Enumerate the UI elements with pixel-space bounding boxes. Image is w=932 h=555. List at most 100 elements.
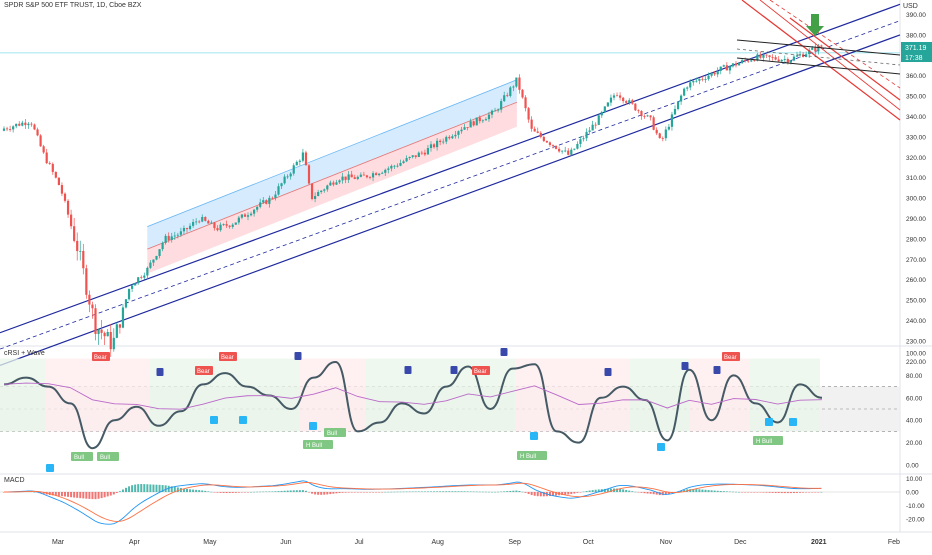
macd-histogram-bar: [576, 492, 579, 493]
macd-histogram-bar: [216, 492, 219, 493]
macd-histogram-bar: [606, 488, 609, 492]
time-tick-label: Mar: [52, 539, 65, 546]
macd-y-axis[interactable]: 10.00 0.00 -10.00 -20.00: [906, 476, 925, 524]
candle-up: [405, 158, 408, 162]
macd-histogram-bar: [789, 492, 792, 494]
macd-histogram-bar: [314, 492, 317, 495]
macd-histogram-bar: [817, 492, 820, 493]
time-tick-label: Feb: [888, 539, 900, 546]
macd-histogram-bar: [573, 492, 576, 494]
macd-histogram-bar: [344, 492, 347, 493]
bear-badge: [195, 366, 213, 375]
candle-up: [731, 63, 735, 67]
macd-histogram-bar: [628, 490, 631, 492]
candle-up: [490, 110, 494, 115]
time-tick-label: Aug: [432, 539, 445, 546]
macd-histogram-bar: [70, 492, 73, 498]
wave-y-axis[interactable]: 100.00 80.00 60.00 40.00 20.00 0.00: [906, 351, 926, 470]
price-tick-label: 220.00: [906, 359, 926, 366]
macd-histogram-bar: [134, 484, 137, 492]
candle-up: [680, 95, 683, 102]
candle-up: [750, 60, 753, 62]
macd-histogram-bar: [402, 491, 405, 493]
candle-down: [140, 277, 143, 279]
triangle-upper-line: [736, 39, 901, 56]
candle-up: [722, 65, 725, 67]
macd-histogram-bar: [396, 491, 399, 493]
candle-up: [561, 150, 564, 152]
macd-histogram-bar: [326, 492, 329, 495]
time-axis[interactable]: Mar Apr May Jun Jul Aug Sep Oct Nov Dec 2021 Feb: [52, 539, 900, 546]
macd-histogram-bar: [649, 492, 652, 494]
macd-histogram-bar: [481, 491, 484, 493]
macd-histogram-bar: [414, 491, 417, 493]
candle-down: [631, 100, 634, 104]
candle-up: [588, 130, 591, 132]
price-tick-label: 240.00: [906, 318, 926, 325]
macd-histogram-bar: [585, 491, 588, 492]
candle-up: [170, 236, 173, 240]
candle-up: [789, 60, 792, 63]
macd-histogram-bar: [362, 492, 365, 493]
candle-up: [274, 194, 277, 199]
candle-down: [60, 185, 64, 194]
candle-down: [619, 95, 622, 98]
macd-histogram-bar: [445, 491, 448, 492]
candle-down: [70, 214, 73, 227]
candle-down: [774, 57, 777, 60]
bull-badge: [324, 428, 346, 437]
macd-line: [3, 480, 822, 525]
macd-histogram-bar: [253, 491, 256, 493]
macd-histogram-bar: [503, 491, 506, 492]
candle-down: [768, 55, 771, 58]
macd-histogram-bar: [802, 492, 805, 493]
macd-histogram-bar: [381, 492, 384, 493]
macd-histogram-bar: [256, 491, 259, 493]
price-tick-label: 330.00: [906, 134, 926, 141]
macd-histogram-bar: [756, 492, 759, 493]
candle-down: [213, 222, 216, 229]
macd-histogram-bar: [731, 491, 734, 493]
wave-pane-label: cRSI + Wave: [4, 350, 45, 357]
bull-badge: [71, 452, 93, 461]
candle-down: [307, 165, 311, 184]
candle-up: [106, 331, 109, 337]
candle-up: [454, 134, 457, 137]
candle-up: [512, 86, 515, 88]
macd-histogram-bar: [320, 492, 323, 495]
a-marker: [789, 418, 797, 426]
candle-down: [625, 101, 628, 103]
candle-up: [808, 49, 811, 55]
candle-up: [320, 190, 323, 193]
macd-histogram-bar: [539, 492, 542, 497]
candle-up: [335, 182, 338, 185]
candle-up: [719, 66, 722, 71]
macd-histogram-bar: [155, 484, 158, 492]
macd-histogram-bar: [579, 492, 582, 493]
candle-down: [5, 128, 9, 130]
macd-histogram-bar: [640, 492, 643, 493]
wave-zone: [45, 358, 150, 432]
candle-down: [533, 128, 536, 132]
macd-histogram-bar: [494, 491, 497, 493]
macd-histogram-bar: [652, 492, 655, 495]
macd-histogram-bar: [140, 484, 143, 492]
candle-down: [36, 129, 39, 136]
bear-badge: [219, 352, 237, 361]
candle-down: [518, 77, 521, 90]
macd-tick-label: 10.00: [906, 476, 923, 483]
macd-histogram-bar: [57, 492, 60, 496]
candle-up: [237, 217, 240, 223]
macd-histogram-bar: [484, 491, 487, 493]
price-y-axis[interactable]: 390.00380.00370.00360.00350.00340.00330.…: [906, 12, 926, 366]
candle-down: [33, 124, 36, 130]
candle-down: [42, 146, 45, 153]
bull-badge: [517, 451, 547, 460]
macd-tick-label: 0.00: [906, 490, 919, 497]
candle-up: [326, 185, 329, 190]
macd-histogram-bar: [97, 492, 100, 499]
a-marker: [530, 432, 538, 440]
candle-up: [15, 123, 18, 127]
